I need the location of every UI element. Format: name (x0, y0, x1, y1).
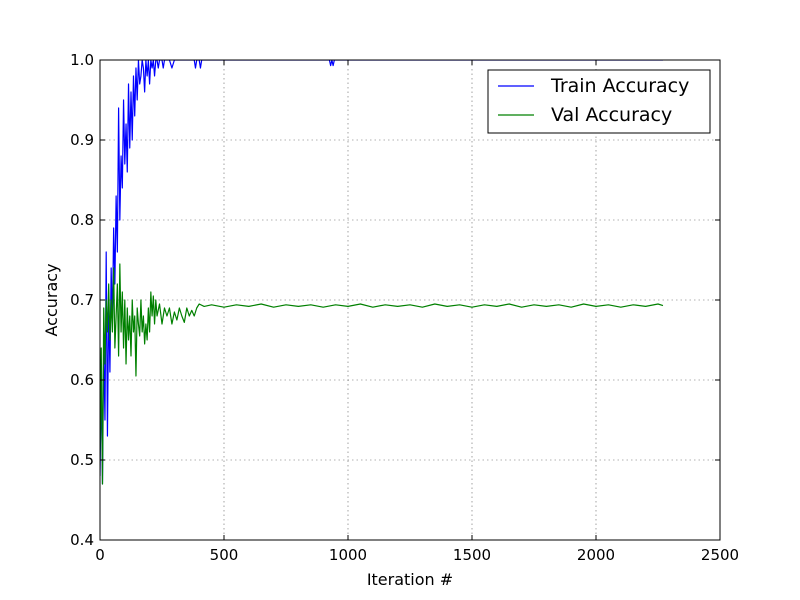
tick-labels: 0 500 1000 1500 2000 2500 0.4 0.5 0.6 0.7 0.8 0.9 1.… (70, 51, 739, 564)
y-tick-label: 1.0 (70, 51, 94, 69)
legend-label-val: Val Accuracy (551, 104, 672, 126)
x-tick-label: 2000 (577, 546, 615, 564)
legend-frame (487, 69, 711, 134)
y-tick-label: 0.5 (70, 451, 94, 469)
y-tick-label: 0.6 (70, 371, 94, 389)
x-tick-label: 2500 (701, 546, 739, 564)
x-tick-label: 1000 (329, 546, 367, 564)
y-tick-label: 0.4 (70, 531, 94, 549)
y-axis-title: Accuracy (42, 263, 61, 336)
grid-lines (100, 60, 720, 540)
axis-ticks (99, 59, 721, 541)
train-accuracy-line (100, 60, 663, 485)
x-axis-title: Iteration # (367, 570, 453, 589)
y-tick-label: 0.8 (70, 211, 94, 229)
legend-label-train: Train Accuracy (550, 75, 689, 97)
x-tick-label: 1500 (453, 546, 491, 564)
x-tick-label: 500 (210, 546, 239, 564)
y-tick-label: 0.9 (70, 131, 94, 149)
legend: Train Accuracy Val Accuracy (487, 69, 711, 134)
val-accuracy-line (100, 263, 664, 485)
x-tick-label: 0 (95, 546, 105, 564)
plot-background (100, 60, 720, 540)
y-tick-label: 0.7 (70, 291, 94, 309)
series-lines (100, 60, 664, 485)
